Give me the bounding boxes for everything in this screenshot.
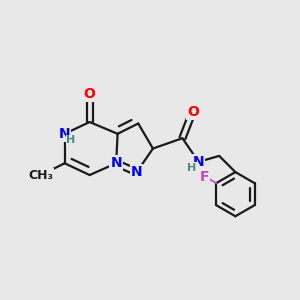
Text: O: O [187, 105, 199, 119]
Text: N: N [131, 165, 142, 179]
Text: F: F [199, 170, 209, 184]
Text: H: H [188, 163, 197, 173]
Text: O: O [84, 87, 96, 101]
Text: N: N [59, 127, 70, 141]
Text: H: H [67, 135, 76, 145]
Text: CH₃: CH₃ [28, 169, 54, 182]
Text: N: N [193, 155, 204, 169]
Text: N: N [110, 156, 122, 170]
